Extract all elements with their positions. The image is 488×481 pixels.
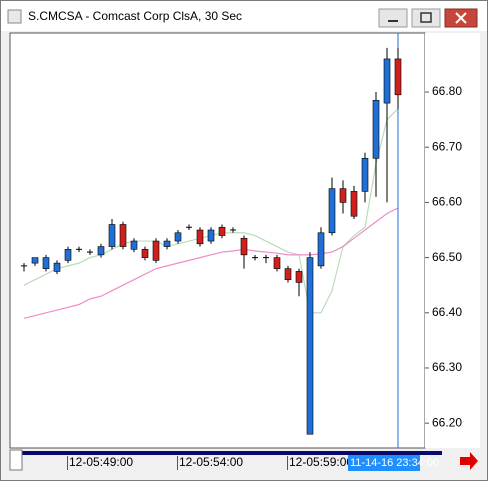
- y-tick-label: 66.70: [432, 139, 462, 153]
- candle-body: [394, 58, 402, 96]
- y-tick-label: 66.40: [432, 305, 462, 319]
- candle-body: [141, 249, 149, 258]
- candle-body: [306, 257, 314, 435]
- app-icon: [7, 9, 22, 24]
- y-tick-label: 66.20: [432, 415, 462, 429]
- x-tick-label: 12-05:54:00: [179, 455, 243, 469]
- candle-body: [372, 100, 380, 159]
- candle-body: [317, 232, 325, 267]
- scroll-thumb[interactable]: [9, 449, 23, 471]
- scroll-right-arrow[interactable]: [460, 452, 478, 470]
- window-title: S.CMCSA - Comcast Corp ClsA, 30 Sec: [28, 9, 242, 23]
- candle-body: [174, 232, 182, 242]
- candle-body: [64, 249, 72, 261]
- candle-body: [240, 237, 248, 256]
- candle-body: [31, 257, 39, 264]
- candle-body: [207, 229, 215, 242]
- candle-body: [328, 188, 336, 234]
- candle-body: [108, 224, 116, 247]
- candle-body: [130, 240, 138, 250]
- y-axis-area: [425, 33, 480, 448]
- close-icon: [455, 12, 467, 24]
- x-tick-label: 12-05:59:00: [289, 455, 353, 469]
- candle-body: [152, 240, 160, 261]
- candle-body: [295, 271, 303, 283]
- maximize-button[interactable]: [411, 8, 441, 28]
- cursor-label-bg: [348, 455, 420, 471]
- candle-body: [284, 268, 292, 280]
- plot-area: [9, 32, 426, 449]
- y-tick-label: 66.80: [432, 84, 462, 98]
- candle-body: [339, 188, 347, 203]
- x-tick-label: 12-05:49:00: [69, 455, 133, 469]
- candle-body: [383, 58, 391, 104]
- candle-body: [53, 262, 61, 272]
- candle-body: [273, 257, 281, 269]
- candle-body: [196, 229, 204, 245]
- candle-body: [361, 157, 369, 192]
- minimize-button[interactable]: [378, 8, 408, 28]
- candle-body: [163, 240, 171, 247]
- moving-average: [23, 207, 399, 319]
- candle-body: [97, 246, 105, 256]
- scrollbar[interactable]: [22, 451, 442, 455]
- candle-body: [42, 257, 50, 269]
- candle-body: [119, 224, 127, 247]
- cursor-label: 11-14-16 23:34:00: [350, 457, 439, 469]
- y-tick-label: 66.50: [432, 250, 462, 264]
- candle-body: [350, 191, 358, 217]
- maximize-icon: [420, 12, 432, 23]
- y-tick-label: 66.60: [432, 195, 462, 209]
- candle-body: [218, 226, 226, 236]
- y-tick-label: 66.30: [432, 360, 462, 374]
